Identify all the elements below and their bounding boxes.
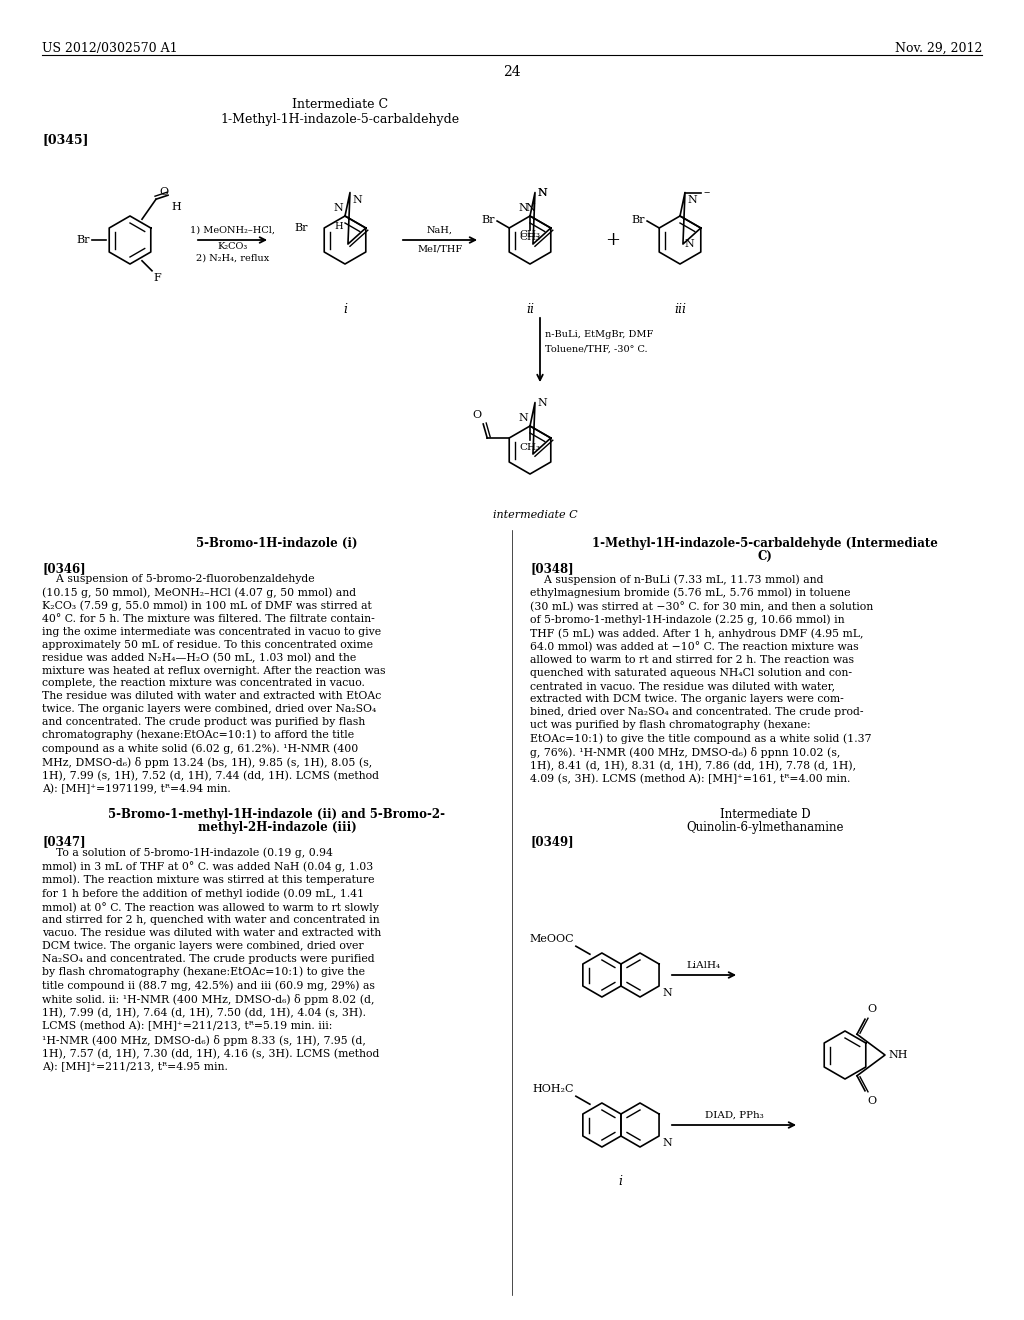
Text: 5-Bromo-1H-indazole (i): 5-Bromo-1H-indazole (i) [197,537,357,550]
Text: N: N [687,194,696,205]
Text: Intermediate C: Intermediate C [292,98,388,111]
Text: LiAlH₄: LiAlH₄ [687,961,721,970]
Text: Br: Br [632,215,645,224]
Text: C): C) [758,550,772,564]
Text: Toluene/THF, -30° C.: Toluene/THF, -30° C. [545,345,647,354]
Text: CH₃: CH₃ [519,444,541,451]
Text: –: – [703,186,710,199]
Text: MeI/THF: MeI/THF [418,246,463,253]
Text: MeOOC: MeOOC [529,935,573,944]
Text: N: N [685,239,694,249]
Text: A suspension of 5-bromo-2-fluorobenzaldehyde
(10.15 g, 50 mmol), MeONH₂–HCl (4.0: A suspension of 5-bromo-2-fluorobenzalde… [42,574,385,795]
Text: +: + [605,231,621,249]
Text: N: N [663,1138,672,1148]
Text: Br: Br [77,235,90,246]
Text: F: F [153,273,161,282]
Text: N: N [518,203,528,213]
Text: N: N [525,203,535,213]
Text: i: i [618,1175,622,1188]
Text: K₂CO₃: K₂CO₃ [217,242,248,251]
Text: N: N [537,397,547,408]
Text: O: O [867,1005,877,1014]
Text: N: N [333,203,343,213]
Text: n-BuLi, EtMgBr, DMF: n-BuLi, EtMgBr, DMF [545,330,653,339]
Text: NaH,: NaH, [427,226,453,235]
Text: methyl-2H-indazole (iii): methyl-2H-indazole (iii) [198,821,356,834]
Text: 2) N₂H₄, reflux: 2) N₂H₄, reflux [196,253,269,263]
Text: Nov. 29, 2012: Nov. 29, 2012 [895,42,982,55]
Text: [0347]: [0347] [42,836,86,847]
Text: To a solution of 5-bromo-1H-indazole (0.19 g, 0.94
mmol) in 3 mL of THF at 0° C.: To a solution of 5-bromo-1H-indazole (0.… [42,847,381,1072]
Text: 1-Methyl-1H-indazole-5-carbaldehyde (Intermediate: 1-Methyl-1H-indazole-5-carbaldehyde (Int… [592,537,938,550]
Text: O: O [867,1096,877,1106]
Text: N: N [352,194,361,205]
Text: 5-Bromo-1-methyl-1H-indazole (ii) and 5-Bromo-2-: 5-Bromo-1-methyl-1H-indazole (ii) and 5-… [109,808,445,821]
Text: [0349]: [0349] [530,836,573,847]
Text: HOH₂C: HOH₂C [532,1084,573,1094]
Text: Br: Br [295,223,308,234]
Text: N: N [518,413,528,422]
Text: N: N [663,987,672,998]
Text: O: O [472,411,481,420]
Text: CH₃: CH₃ [519,234,541,242]
Text: O: O [159,187,168,197]
Text: i: i [343,304,347,315]
Text: A suspension of n-BuLi (7.33 mL, 11.73 mmol) and
ethylmagnesium bromide (5.76 mL: A suspension of n-BuLi (7.33 mL, 11.73 m… [530,574,873,784]
Text: Br: Br [482,215,496,224]
Text: N: N [537,187,547,198]
Text: 24: 24 [503,65,521,79]
Text: intermediate C: intermediate C [493,510,578,520]
Text: H: H [335,222,343,231]
Text: N: N [537,187,547,198]
Text: DIAD, PPh₃: DIAD, PPh₃ [705,1111,763,1119]
Text: US 2012/0302570 A1: US 2012/0302570 A1 [42,42,177,55]
Text: [0345]: [0345] [42,133,88,147]
Text: 1-Methyl-1H-indazole-5-carbaldehyde: 1-Methyl-1H-indazole-5-carbaldehyde [220,114,460,125]
Text: CH₃: CH₃ [519,230,541,239]
Text: H: H [171,202,181,213]
Text: [0346]: [0346] [42,562,86,576]
Text: ii: ii [526,304,534,315]
Text: iii: iii [674,304,686,315]
Text: NH: NH [888,1049,907,1060]
Text: Intermediate D: Intermediate D [720,808,810,821]
Text: 1) MeONH₂–HCl,: 1) MeONH₂–HCl, [190,226,275,235]
Text: Quinolin-6-ylmethanamine: Quinolin-6-ylmethanamine [686,821,844,834]
Text: [0348]: [0348] [530,562,573,576]
